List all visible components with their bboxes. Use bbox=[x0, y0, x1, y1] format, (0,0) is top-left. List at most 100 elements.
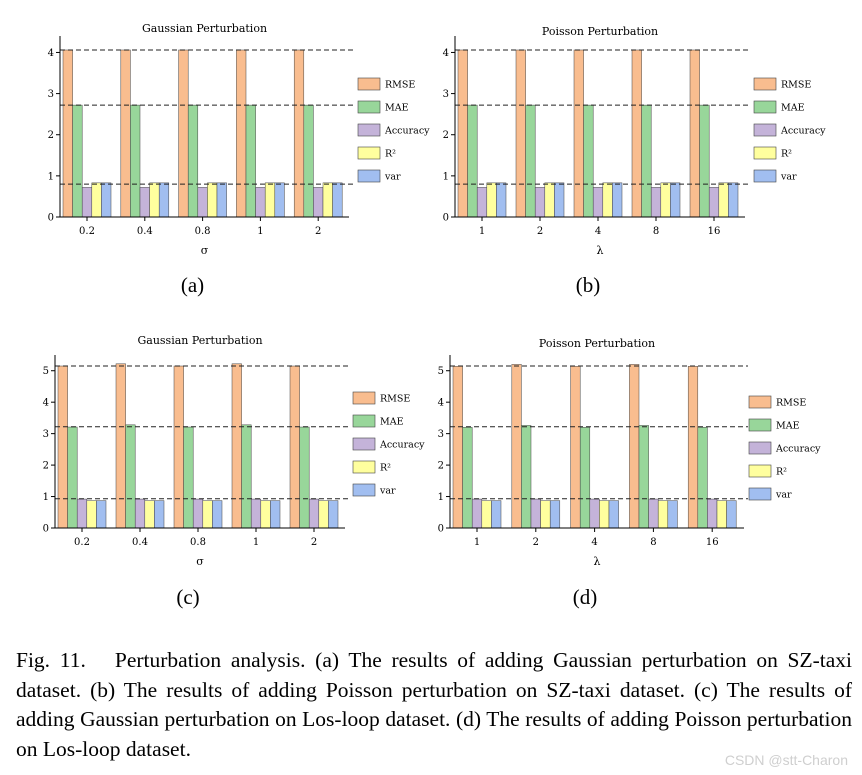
x-tick-label: 1 bbox=[479, 226, 485, 237]
bar-var-2 bbox=[549, 500, 561, 529]
bar-accuracy-0.2 bbox=[81, 187, 93, 218]
legend-swatch-accuracy bbox=[753, 123, 777, 137]
bar-mae-8 bbox=[638, 425, 649, 529]
legend-label-r2: R² bbox=[385, 149, 396, 160]
bar-var-0.2 bbox=[101, 182, 112, 218]
bar-rmse-0.4 bbox=[120, 49, 131, 218]
bar-r2-0.4 bbox=[149, 182, 160, 218]
bar-var-1 bbox=[270, 500, 281, 529]
y-tick-label: 0 bbox=[48, 213, 54, 224]
x-axis-label: σ bbox=[201, 244, 209, 257]
y-tick-label: 0 bbox=[443, 213, 449, 224]
bar-accuracy-1 bbox=[255, 187, 266, 218]
bar-mae-2 bbox=[525, 104, 536, 218]
legend-swatch-mae bbox=[357, 100, 381, 114]
bar-mae-2 bbox=[521, 425, 532, 529]
x-tick-label: 0.2 bbox=[79, 226, 95, 237]
y-tick-label: 4 bbox=[43, 398, 49, 409]
y-tick-label: 3 bbox=[438, 429, 444, 440]
legend-swatch-accuracy bbox=[748, 441, 772, 455]
legend-swatch-var bbox=[748, 487, 772, 501]
bar-mae-1 bbox=[245, 104, 256, 218]
bar-mae-0.2 bbox=[67, 426, 78, 529]
bar-var-2 bbox=[554, 182, 565, 218]
bar-accuracy-1 bbox=[471, 498, 483, 529]
bar-accuracy-2 bbox=[313, 187, 324, 218]
bar-accuracy-0.8 bbox=[197, 187, 208, 218]
bar-r2-1 bbox=[481, 500, 492, 529]
legend-swatch-accuracy bbox=[352, 437, 376, 451]
bar-mae-0.4 bbox=[125, 424, 136, 529]
legend-swatch-rmse bbox=[753, 77, 777, 91]
bar-var-0.8 bbox=[212, 500, 223, 529]
x-tick-label: 4 bbox=[595, 226, 601, 237]
legend-label-rmse: RMSE bbox=[776, 398, 806, 409]
x-axis-label: σ bbox=[196, 555, 204, 568]
bar-rmse-8 bbox=[631, 49, 642, 218]
bar-mae-16 bbox=[697, 427, 708, 529]
bar-var-0.2 bbox=[96, 500, 107, 529]
chart-title: Gaussian Perturbation bbox=[137, 334, 262, 347]
bar-mae-2 bbox=[303, 104, 314, 218]
bar-var-1 bbox=[496, 182, 507, 218]
bar-r2-0.8 bbox=[207, 182, 218, 218]
bar-accuracy-4 bbox=[592, 187, 604, 218]
panel-label: (b) bbox=[576, 273, 601, 297]
x-tick-label: 2 bbox=[315, 226, 321, 237]
y-tick-label: 0 bbox=[43, 524, 49, 535]
bar-var-16 bbox=[728, 182, 739, 218]
x-tick-label: 4 bbox=[591, 537, 597, 548]
legend-swatch-r2 bbox=[753, 146, 777, 160]
bar-mae-1 bbox=[462, 427, 473, 529]
y-tick-label: 2 bbox=[43, 461, 49, 472]
legend-label-rmse: RMSE bbox=[380, 394, 410, 405]
bar-rmse-1 bbox=[452, 366, 463, 529]
figure-charts: Gaussian Perturbation 0 1 2 3 4 0.2 0.4 0.8 1 2 σ RM… bbox=[43, 22, 827, 609]
bar-rmse-1 bbox=[236, 49, 247, 218]
figure-caption: Fig. 11. Perturbation analysis. (a) The … bbox=[16, 646, 852, 764]
legend-swatch-rmse bbox=[357, 77, 381, 91]
bar-rmse-16 bbox=[689, 49, 700, 218]
bar-var-0.8 bbox=[216, 182, 227, 218]
bar-r2-16 bbox=[718, 182, 729, 218]
y-tick-label: 1 bbox=[438, 492, 444, 503]
legend-label-accuracy: Accuracy bbox=[379, 440, 425, 451]
bar-rmse-0.4 bbox=[115, 363, 126, 529]
bar-accuracy-4 bbox=[589, 498, 600, 529]
chart-title: Gaussian Perturbation bbox=[142, 22, 267, 35]
x-tick-label: 0.2 bbox=[74, 537, 90, 548]
x-axis-label: λ bbox=[594, 555, 601, 568]
bar-rmse-2 bbox=[511, 364, 522, 529]
x-tick-label: 2 bbox=[533, 537, 539, 548]
legend-swatch-mae bbox=[748, 418, 772, 432]
y-tick-label: 5 bbox=[43, 366, 49, 377]
x-tick-label: 2 bbox=[311, 537, 317, 548]
bar-mae-8 bbox=[641, 104, 652, 218]
x-tick-label: 16 bbox=[708, 226, 721, 237]
x-tick-label: 8 bbox=[650, 537, 656, 548]
bar-var-2 bbox=[332, 182, 343, 218]
bar-r2-0.2 bbox=[86, 500, 97, 529]
x-axis-label: λ bbox=[597, 244, 604, 257]
bar-r2-2 bbox=[322, 182, 333, 218]
bar-rmse-8 bbox=[629, 364, 640, 529]
chart-panel-d: Poisson Perturbation 0 1 2 3 4 5 1 2 4 8 16 λ RMSE MAE… bbox=[438, 337, 822, 609]
bar-r2-16 bbox=[716, 500, 727, 529]
bar-var-0.4 bbox=[158, 182, 170, 218]
bar-mae-1 bbox=[467, 104, 478, 218]
bar-mae-0.8 bbox=[187, 104, 199, 218]
legend-label-rmse: RMSE bbox=[385, 80, 415, 91]
bar-r2-1 bbox=[264, 182, 276, 218]
bar-var-4 bbox=[612, 182, 623, 218]
bar-accuracy-1 bbox=[250, 498, 262, 529]
bar-r2-0.2 bbox=[91, 182, 102, 218]
bar-var-0.4 bbox=[154, 500, 165, 529]
y-tick-label: 1 bbox=[43, 492, 49, 503]
legend-label-var: var bbox=[379, 486, 396, 497]
bar-accuracy-8 bbox=[650, 187, 662, 218]
legend-swatch-var bbox=[357, 169, 381, 183]
bar-mae-2 bbox=[299, 426, 310, 529]
x-tick-label: 0.8 bbox=[195, 226, 211, 237]
x-tick-label: 0.4 bbox=[132, 537, 148, 548]
legend-label-r2: R² bbox=[776, 467, 787, 478]
